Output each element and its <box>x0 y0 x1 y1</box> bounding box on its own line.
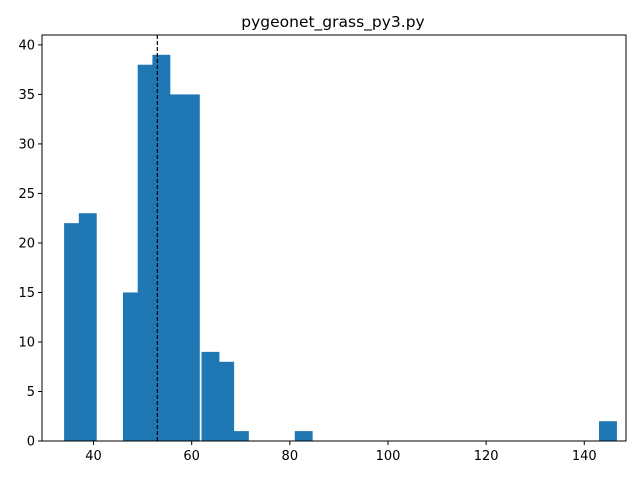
x-tick-label: 100 <box>376 449 401 464</box>
axes-group: 40 60 80 100 120 140 0 5 10 15 20 25 30 35 40 <box>18 34 627 464</box>
plot-frame <box>41 34 627 442</box>
histogram-bar <box>122 292 141 441</box>
chart-title: pygeonet_grass_py3.py <box>241 13 424 32</box>
y-tick-label: 0 <box>27 435 35 450</box>
y-tick-label: 15 <box>18 286 35 301</box>
bars-group <box>64 54 617 442</box>
y-tick-label: 40 <box>18 38 35 53</box>
histogram-bar <box>230 431 249 441</box>
histogram-bar <box>216 361 235 441</box>
y-tick-label: 5 <box>27 385 35 400</box>
histogram-bar <box>294 431 313 441</box>
y-tick-label: 20 <box>18 236 35 251</box>
x-tick-label: 80 <box>282 449 299 464</box>
histogram-bar <box>181 94 200 441</box>
histogram-bar <box>64 223 82 441</box>
y-tick-label: 25 <box>18 187 35 202</box>
histogram-bar <box>167 94 186 441</box>
x-tick-label: 120 <box>474 449 499 464</box>
histogram-bar <box>78 213 97 441</box>
histogram-bar <box>201 351 220 441</box>
x-tick-label: 60 <box>183 449 200 464</box>
histogram-bar <box>599 421 617 441</box>
x-tick-label: 40 <box>85 449 102 464</box>
y-tick-label: 10 <box>18 335 35 350</box>
x-tick-label: 140 <box>572 449 597 464</box>
histogram-bar <box>137 64 156 442</box>
y-tick-label: 35 <box>18 88 35 103</box>
y-tick-label: 30 <box>18 137 35 152</box>
